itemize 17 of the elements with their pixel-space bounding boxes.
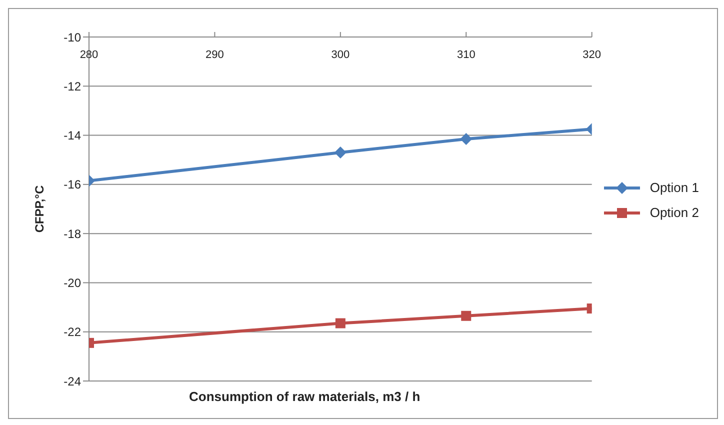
x-tick-label: 290 (206, 49, 224, 61)
y-axis-title: CFPP,°C (32, 185, 46, 233)
x-axis-title: Consumption of raw materials, m3 / h (189, 389, 420, 404)
y-tick-label: -12 (64, 79, 82, 94)
y-tick-label: -18 (64, 226, 82, 241)
y-tick-label: -24 (64, 374, 82, 388)
y-tick-label: -20 (64, 276, 82, 290)
y-tick-label: -16 (64, 178, 82, 192)
legend-label: Option 1 (650, 180, 699, 195)
y-tick-label: -10 (64, 30, 82, 44)
y-tick-label: -14 (64, 128, 82, 143)
y-tick-label: -22 (64, 325, 82, 340)
x-tick-label: 300 (331, 49, 350, 61)
x-tick-label: 320 (582, 49, 602, 61)
legend-label: Option 2 (650, 205, 699, 220)
x-tick-label: 280 (80, 49, 98, 61)
x-tick-label: 310 (456, 49, 476, 61)
